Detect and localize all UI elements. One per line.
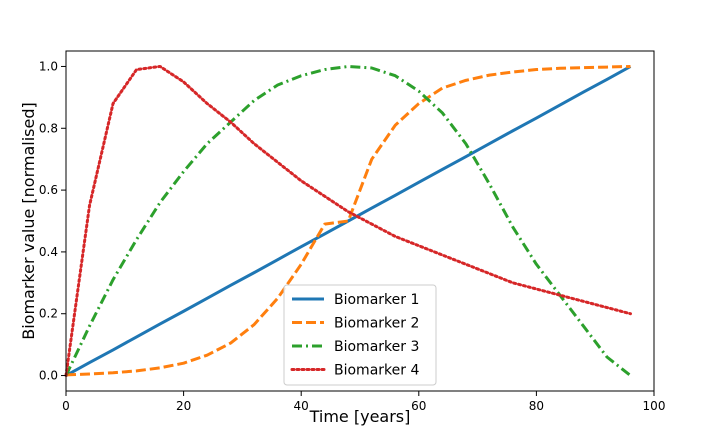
y-tick-label: 0.6 <box>39 183 58 197</box>
y-axis-label: Biomarker value [normalised] <box>19 102 38 340</box>
y-ticks: 0.0 0.2 0.4 0.6 0.8 1.0 <box>39 59 66 383</box>
series-line-3 <box>64 64 632 377</box>
legend: Biomarker 1 Biomarker 2 Biomarker 3 Biomark… <box>283 284 437 386</box>
series-line-1 <box>65 65 632 377</box>
legend-label-3: Biomarker 3 <box>334 339 419 355</box>
legend-box <box>283 284 437 386</box>
x-ticks: 0 20 40 60 80 100 <box>62 391 665 413</box>
y-tick-label: 0.2 <box>39 307 58 321</box>
plot-frame <box>65 50 655 392</box>
legend-label-4: Biomarker 4 <box>334 363 419 379</box>
legend-label-2: Biomarker 2 <box>334 316 419 332</box>
x-tick-label: 20 <box>176 399 191 413</box>
y-tick-label: 0.4 <box>39 245 58 259</box>
x-tick-label: 40 <box>294 399 309 413</box>
y-tick-label: 0.0 <box>39 369 58 383</box>
y-tick-label: 0.8 <box>39 121 58 135</box>
legend-label-1: Biomarker 1 <box>334 292 419 308</box>
x-tick-label: 0 <box>62 399 70 413</box>
series-line-2 <box>65 64 631 377</box>
series-line-4 <box>64 64 632 378</box>
series-layer <box>64 64 632 378</box>
x-tick-label: 80 <box>529 399 544 413</box>
y-tick-label: 1.0 <box>39 59 58 73</box>
x-axis-label: Time [years] <box>309 407 411 426</box>
x-tick-label: 100 <box>643 399 666 413</box>
x-tick-label: 60 <box>411 399 426 413</box>
